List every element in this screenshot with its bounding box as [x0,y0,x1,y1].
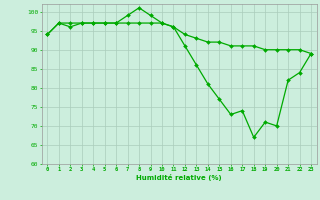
X-axis label: Humidité relative (%): Humidité relative (%) [136,174,222,181]
